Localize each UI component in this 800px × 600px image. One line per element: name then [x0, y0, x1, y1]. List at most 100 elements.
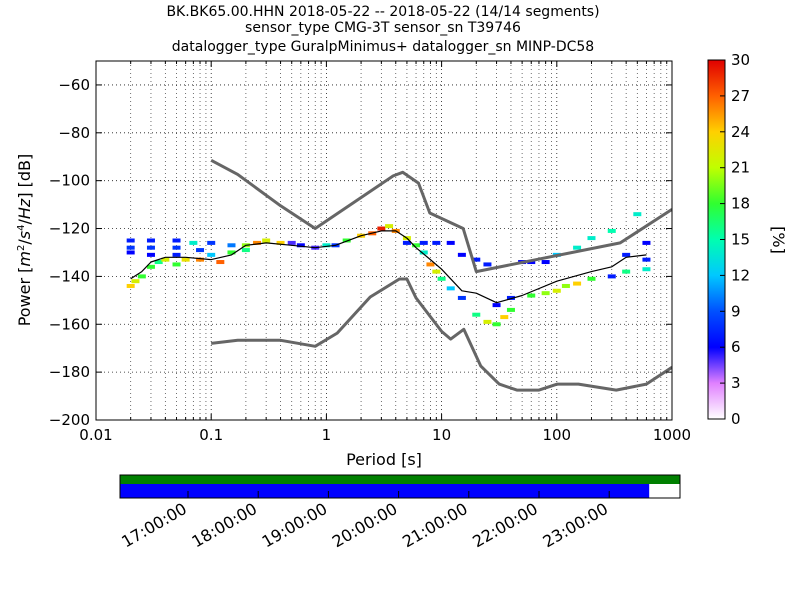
title-line-2: sensor_type CMG-3T sensor_sn T39746: [245, 20, 521, 36]
ppsd-bin: [172, 252, 181, 257]
colorbar: 0 3 6 9 12 15 18 21 24 27 30 [%]: [707, 51, 788, 428]
data-bar: [120, 484, 650, 498]
title-line-1: BK.BK65.00.HHN 2018-05-22 -- 2018-05-22 …: [166, 4, 599, 20]
y-tick-label: −100: [49, 172, 90, 190]
ppsd-bin: [196, 248, 205, 253]
ppsd-bin: [241, 248, 250, 253]
x-tick-label: 100: [542, 426, 571, 444]
data-coverage-timeline: 17:00:0018:00:0019:00:0020:00:0021:00:00…: [118, 474, 681, 551]
ppsd-bin: [216, 260, 225, 265]
ppsd-bin: [402, 240, 411, 245]
ppsd-bin: [262, 238, 271, 243]
ppsd-bin: [607, 274, 616, 279]
ppsd-bin: [146, 264, 155, 269]
ppsd-bin: [207, 252, 216, 257]
ppsd-bin: [492, 303, 501, 308]
ppsd-bin: [446, 240, 455, 245]
x-tick-label: 0.1: [199, 426, 223, 444]
ppsd-bin: [137, 274, 146, 279]
ppsd-plot: 0.01 0.1 1 10 100 1000 −60 −80 −100 −120 −140 −160…: [49, 60, 691, 444]
x-tick-label: 0.01: [79, 426, 112, 444]
ppsd-bin: [573, 281, 582, 286]
ppsd-bin: [573, 245, 582, 250]
y-axis-ticks: −60 −80 −100 −120 −140 −160 −180 −200: [49, 76, 672, 429]
ppsd-bin: [587, 236, 596, 241]
ppsd-bin: [642, 257, 651, 262]
ppsd-bin: [172, 245, 181, 250]
colorbar-ticks: 0 3 6 9 12 15 18 21 24 27 30: [720, 51, 750, 428]
ppsd-bin: [506, 295, 515, 300]
x-tick-label: 10: [432, 426, 451, 444]
ppsd-bin: [446, 286, 455, 291]
colorbar-tick-label: 21: [731, 159, 750, 177]
colorbar-tick-label: 30: [731, 51, 750, 69]
y-axis-label: Power [m2/s4/Hz] [dB]: [15, 154, 34, 327]
colorbar-tick-label: 9: [731, 302, 741, 320]
x-axis-label: Period [s]: [346, 450, 422, 469]
x-tick-label: 1000: [653, 426, 691, 444]
ppsd-bin: [552, 288, 561, 293]
ppsd-bin: [483, 319, 492, 324]
ppsd-bin: [146, 252, 155, 257]
y-tick-label: −160: [49, 315, 90, 333]
ppsd-bin: [172, 262, 181, 267]
ppsd-bin: [622, 269, 631, 274]
timeline-tick-label: 20:00:00: [329, 499, 401, 551]
ppsd-bin: [196, 257, 205, 262]
timeline-tick-label: 18:00:00: [188, 499, 260, 551]
ppsd-bin: [385, 224, 394, 229]
ppsd-bin: [437, 276, 446, 281]
ppsd-bin: [296, 243, 305, 248]
ppsd-bin: [527, 293, 536, 298]
colorbar-tick-label: 3: [731, 374, 741, 392]
ppsd-bin: [483, 262, 492, 267]
model-lines: [130, 158, 672, 392]
ppsd-bin: [126, 250, 135, 255]
ppsd-bin: [126, 283, 135, 288]
ppsd-bin: [419, 250, 428, 255]
x-tick-label: 1: [322, 426, 332, 444]
timeline-tick-label: 21:00:00: [399, 499, 471, 551]
ppsd-bin: [561, 283, 570, 288]
ppsd-bin: [253, 240, 262, 245]
ppsd-bin: [146, 238, 155, 243]
ppsd-bin: [131, 279, 140, 284]
ppsd-bin: [412, 243, 421, 248]
timeline-tick-label: 22:00:00: [469, 499, 541, 551]
colorbar-tick-label: 6: [731, 338, 741, 356]
ppsd-bin: [607, 228, 616, 233]
ppsd-bin: [541, 291, 550, 296]
ppsd-bin: [276, 240, 285, 245]
y-tick-label: −120: [49, 220, 90, 238]
ppsd-bin: [161, 257, 170, 262]
ppsd-bin: [126, 238, 135, 243]
ppsd-bin: [227, 250, 236, 255]
ppsd-bin: [419, 240, 428, 245]
ppsd-bin: [377, 226, 386, 231]
ppsd-bin: [472, 312, 481, 317]
ppsd-bin: [457, 295, 466, 300]
colorbar-tick-label: 12: [731, 266, 750, 284]
ppsd-bin: [126, 245, 135, 250]
plot-background: [96, 61, 672, 420]
ppsd-bin: [322, 243, 331, 248]
timeline-tick-label: 19:00:00: [259, 499, 331, 551]
ppsd-bin: [492, 322, 501, 327]
timeline-tick-label: 17:00:00: [118, 499, 190, 551]
ppsd-bin: [642, 267, 651, 272]
timeline-tick-label: 23:00:00: [539, 499, 611, 551]
plot-frame: [95, 60, 673, 421]
colorbar-tick-label: 15: [731, 231, 750, 249]
ppsd-bin: [227, 243, 236, 248]
ppsd-bin: [432, 269, 441, 274]
y-tick-label: −60: [58, 76, 90, 94]
timeline-frame: [119, 474, 681, 499]
colorbar-label: [%]: [769, 226, 788, 254]
ppsd-bin: [181, 257, 190, 262]
y-tick-label: −80: [58, 124, 90, 142]
ppsd-bin: [207, 240, 216, 245]
mode-line: [130, 230, 647, 304]
ppsd-bins: [126, 212, 651, 327]
ppsd-bin: [541, 260, 550, 265]
